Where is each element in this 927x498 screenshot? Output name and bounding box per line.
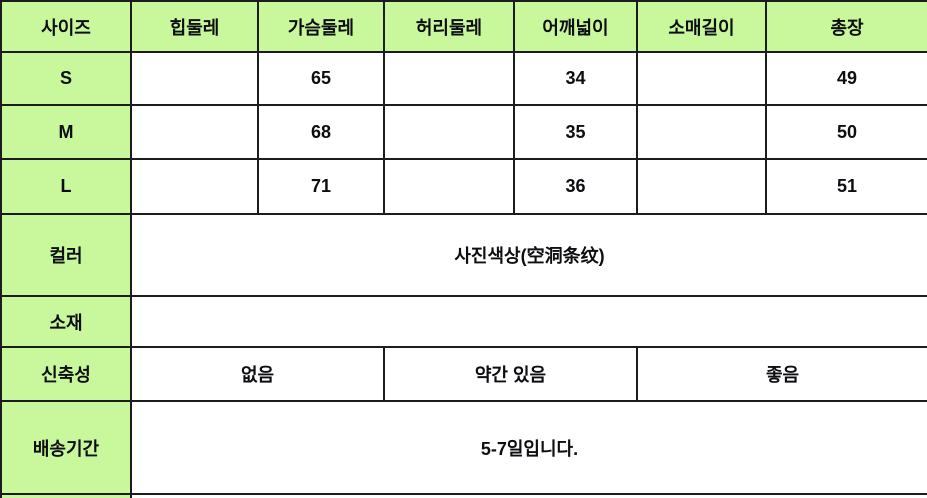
cell-m-shoulder: 35 [513, 104, 638, 160]
header-cell-chest: 가슴둘레 [257, 0, 385, 53]
cell-s-waist [383, 51, 515, 106]
row-label-s: S [0, 51, 132, 106]
table-row-partial [0, 493, 927, 498]
cell-s-hip [130, 51, 259, 106]
header-cell-size: 사이즈 [0, 0, 132, 53]
cell-stretch-none: 없음 [130, 346, 385, 402]
header-cell-total-length: 총장 [765, 0, 927, 53]
cell-stretch-slight: 약간 있음 [383, 346, 638, 402]
row-label-shipping: 배송기간 [0, 400, 132, 495]
cell-l-total-length: 51 [765, 158, 927, 215]
row-label-stretch: 신축성 [0, 346, 132, 402]
partial-cell-left [0, 493, 132, 498]
cell-l-chest: 71 [257, 158, 385, 215]
cell-color-value: 사진색상(空洞条纹) [130, 213, 927, 297]
row-label-l: L [0, 158, 132, 215]
cell-stretch-good: 좋음 [636, 346, 927, 402]
row-label-material: 소재 [0, 295, 132, 348]
cell-l-sleeve [636, 158, 767, 215]
cell-m-chest: 68 [257, 104, 385, 160]
row-label-m: M [0, 104, 132, 160]
header-cell-waist: 허리둘레 [383, 0, 515, 53]
partial-cell-right [130, 493, 927, 498]
cell-m-sleeve [636, 104, 767, 160]
table-row-size-l: L 71 36 51 [0, 158, 927, 215]
cell-m-hip [130, 104, 259, 160]
row-label-color: 컬러 [0, 213, 132, 297]
table-row-material: 소재 [0, 295, 927, 348]
cell-l-shoulder: 36 [513, 158, 638, 215]
cell-l-waist [383, 158, 515, 215]
table-row-color: 컬러 사진색상(空洞条纹) [0, 213, 927, 297]
cell-m-waist [383, 104, 515, 160]
table-header-row: 사이즈 힙둘레 가슴둘레 허리둘레 어깨넓이 소매길이 총장 [0, 0, 927, 53]
table-row-size-s: S 65 34 49 [0, 51, 927, 106]
table-row-shipping: 배송기간 5-7일입니다. [0, 400, 927, 495]
cell-s-total-length: 49 [765, 51, 927, 106]
cell-s-shoulder: 34 [513, 51, 638, 106]
cell-material-value [130, 295, 927, 348]
header-cell-hip: 힙둘레 [130, 0, 259, 53]
header-cell-shoulder: 어깨넓이 [513, 0, 638, 53]
cell-shipping-value: 5-7일입니다. [130, 400, 927, 495]
header-cell-sleeve: 소매길이 [636, 0, 767, 53]
cell-s-sleeve [636, 51, 767, 106]
cell-s-chest: 65 [257, 51, 385, 106]
cell-l-hip [130, 158, 259, 215]
table-row-stretch: 신축성 없음 약간 있음 좋음 [0, 346, 927, 402]
table-row-size-m: M 68 35 50 [0, 104, 927, 160]
cell-m-total-length: 50 [765, 104, 927, 160]
